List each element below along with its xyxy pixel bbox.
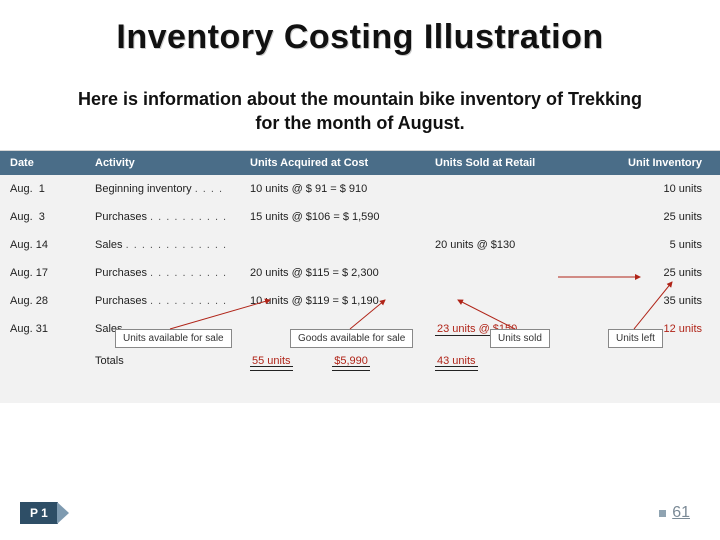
subtitle-line1: Here is information about the mountain b… <box>78 89 642 109</box>
date-day: 28 <box>36 295 48 307</box>
acquired: 10 units @ $ 91 = $ 910 <box>250 177 435 201</box>
date-day: 14 <box>36 239 48 251</box>
inventory: 12 units <box>663 323 702 335</box>
activity: Purchases <box>95 267 147 279</box>
totals-label: Totals <box>95 349 250 373</box>
page-title: Inventory Costing Illustration <box>0 0 720 59</box>
totals-row: Totals 55 units $5,990 43 units <box>0 347 720 375</box>
totals-units: 55 units <box>250 355 293 367</box>
date-month: Aug. <box>10 239 33 251</box>
date-month: Aug. <box>10 323 33 335</box>
date-day: 1 <box>39 183 45 195</box>
inventory: 5 units <box>590 233 720 257</box>
leader-dots: . . . . . . . . . . <box>150 295 227 307</box>
activity: Purchases <box>95 211 147 223</box>
table-row: Aug. 1 Beginning inventory . . . . 10 un… <box>0 175 720 203</box>
label-units-available: Units available for sale <box>115 329 232 348</box>
leader-dots: . . . . <box>195 183 223 195</box>
totals-sold-units: 43 units <box>435 355 478 367</box>
label-units-sold: Units sold <box>490 329 550 348</box>
table-header: Date Activity Units Acquired at Cost Uni… <box>0 151 720 175</box>
page-number: 61 <box>659 504 690 522</box>
date-day: 31 <box>36 323 48 335</box>
activity: Beginning inventory <box>95 183 192 195</box>
sold <box>435 205 590 229</box>
date-month: Aug. <box>10 183 33 195</box>
leader-dots: . . . . . . . . . . . . . <box>126 239 227 251</box>
label-units-left: Units left <box>608 329 663 348</box>
sold: 20 units @ $130 <box>435 233 590 257</box>
date-month: Aug. <box>10 295 33 307</box>
col-inventory: Unit Inventory <box>590 151 720 175</box>
subtitle: Here is information about the mountain b… <box>0 59 720 150</box>
inventory: 10 units <box>590 177 720 201</box>
inventory: 25 units <box>590 261 720 285</box>
footer: P 1 61 <box>0 486 720 540</box>
table-row: Aug. 17 Purchases . . . . . . . . . . 20… <box>0 259 720 287</box>
col-date: Date <box>0 151 95 175</box>
activity: Sales <box>95 239 123 251</box>
activity: Purchases <box>95 295 147 307</box>
leader-dots: . . . . . . . . . . <box>150 211 227 223</box>
p1-label: P 1 <box>20 502 58 524</box>
date-month: Aug. <box>10 211 33 223</box>
subtitle-line2: for the month of August. <box>255 113 464 133</box>
table-row: Aug. 28 Purchases . . . . . . . . . . 10… <box>0 287 720 315</box>
acquired: 10 units @ $119 = $ 1,190 <box>250 289 435 313</box>
page-number-value: 61 <box>672 504 690 522</box>
date-day: 17 <box>36 267 48 279</box>
sold <box>435 261 590 285</box>
bullet-icon <box>659 510 666 517</box>
sold <box>435 177 590 201</box>
col-activity: Activity <box>95 151 250 175</box>
acquired: 15 units @ $106 = $ 1,590 <box>250 205 435 229</box>
col-acquired: Units Acquired at Cost <box>250 151 435 175</box>
date-month: Aug. <box>10 267 33 279</box>
leader-dots: . . . . . . . . . . <box>150 267 227 279</box>
date-day: 3 <box>39 211 45 223</box>
chevron-right-icon <box>57 502 69 524</box>
table-row: Aug. 3 Purchases . . . . . . . . . . 15 … <box>0 203 720 231</box>
acquired: 20 units @ $115 = $ 2,300 <box>250 261 435 285</box>
inventory: 35 units <box>590 289 720 313</box>
acquired <box>250 233 435 257</box>
sold <box>435 289 590 313</box>
table-row: Aug. 14 Sales . . . . . . . . . . . . . … <box>0 231 720 259</box>
totals-amount: $5,990 <box>332 355 370 367</box>
col-sold: Units Sold at Retail <box>435 151 590 175</box>
p1-badge: P 1 <box>20 502 69 524</box>
label-goods-available: Goods available for sale <box>290 329 413 348</box>
inventory: 25 units <box>590 205 720 229</box>
inventory-table: Date Activity Units Acquired at Cost Uni… <box>0 150 720 403</box>
